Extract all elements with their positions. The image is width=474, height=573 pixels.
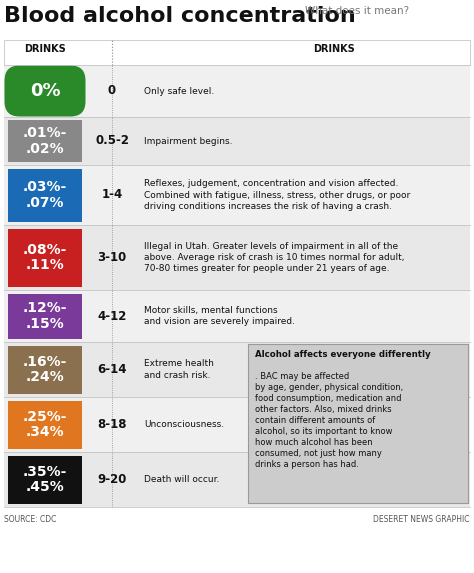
Bar [4, 117, 470, 165]
Text: .35%-
.45%: .35%- .45% [23, 465, 67, 494]
Text: DESERET NEWS GRAPHIC: DESERET NEWS GRAPHIC [374, 515, 470, 524]
Bar [8, 456, 82, 504]
Bar [8, 229, 82, 286]
Text: Alcohol affects everyone differently: Alcohol affects everyone differently [255, 350, 430, 359]
Bar [8, 120, 82, 162]
Text: .08%-
.11%: .08%- .11% [23, 243, 67, 272]
Bar [8, 401, 82, 449]
Text: 4-12: 4-12 [97, 309, 127, 323]
Text: 6-14: 6-14 [97, 363, 127, 376]
Text: 0.5-2: 0.5-2 [95, 135, 129, 147]
Text: 0: 0 [108, 84, 116, 97]
Text: 8-18: 8-18 [97, 418, 127, 431]
Text: Extreme health
and crash risk.: Extreme health and crash risk. [144, 359, 214, 379]
Text: Illegal in Utah. Greater levels of impairment in all of the
above. Average risk : Illegal in Utah. Greater levels of impai… [144, 242, 404, 273]
Text: .01%-
.02%: .01%- .02% [23, 126, 67, 156]
Text: 9-20: 9-20 [97, 473, 127, 486]
Text: What does it mean?: What does it mean? [305, 6, 409, 16]
Bar [4, 452, 470, 507]
Text: . BAC may be affected
by age, gender, physical condition,
food consumption, medi: . BAC may be affected by age, gender, ph… [255, 372, 403, 469]
Text: Unconsciousness.: Unconsciousness. [144, 420, 224, 429]
Text: SOURCE: CDC: SOURCE: CDC [4, 515, 56, 524]
Bar [8, 168, 82, 222]
FancyBboxPatch shape [248, 344, 468, 503]
Bar [4, 397, 470, 452]
Text: Impairment begins.: Impairment begins. [144, 136, 233, 146]
Bar [4, 225, 470, 290]
Bar [8, 346, 82, 394]
Bar [4, 165, 470, 225]
Text: .12%-
.15%: .12%- .15% [23, 301, 67, 331]
Text: .03%-
.07%: .03%- .07% [23, 180, 67, 210]
Bar [4, 65, 470, 117]
Text: DRINKS: DRINKS [313, 44, 355, 54]
FancyBboxPatch shape [4, 65, 85, 116]
Text: Only safe level.: Only safe level. [144, 87, 214, 96]
Text: Reflexes, judgement, concentration and vision affected.
Combined with fatigue, i: Reflexes, judgement, concentration and v… [144, 179, 410, 211]
Bar [4, 290, 470, 342]
Text: Death will occur.: Death will occur. [144, 475, 219, 484]
Bar [8, 293, 82, 339]
Text: 3-10: 3-10 [97, 251, 127, 264]
Text: 0%: 0% [30, 82, 60, 100]
Text: Blood alcohol concentration: Blood alcohol concentration [4, 6, 356, 26]
Text: DRINKS: DRINKS [24, 44, 66, 54]
Text: .16%-
.24%: .16%- .24% [23, 355, 67, 384]
Text: .25%-
.34%: .25%- .34% [23, 410, 67, 439]
Bar [4, 342, 470, 397]
Bar [4, 40, 470, 65]
Text: 1-4: 1-4 [101, 189, 123, 202]
Text: Motor skills, mental functions
and vision are severely impaired.: Motor skills, mental functions and visio… [144, 306, 295, 326]
